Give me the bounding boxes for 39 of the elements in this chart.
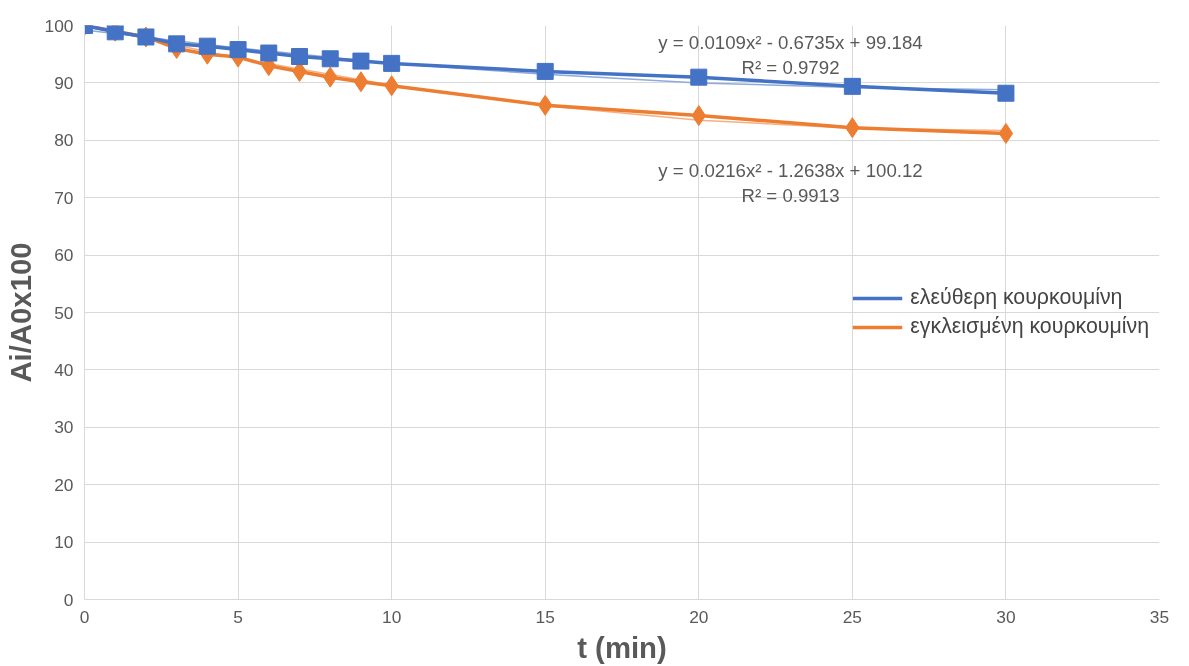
point <box>229 41 247 59</box>
point <box>998 122 1014 144</box>
annotation: y = 0.0216x² - 1.2638x + 100.12 R² = 0.9913 <box>658 159 923 206</box>
x-axis-title: t (min) <box>577 630 667 664</box>
point <box>383 54 401 72</box>
y-tick-label: 40 <box>54 359 74 380</box>
y-axis-title: Ai/A0x100 <box>3 242 37 383</box>
legend-label: εγκλεισμένη κουρκουμίνη <box>910 314 1149 339</box>
point <box>198 37 216 55</box>
legend-label: ελεύθερη κουρκουμίνη <box>910 285 1123 310</box>
y-tick-label: 100 <box>44 15 74 36</box>
x-tick-label: 35 <box>1149 606 1170 627</box>
y-tick-label: 60 <box>54 245 74 266</box>
point <box>352 52 370 70</box>
x-tick-label: 25 <box>842 606 862 627</box>
point <box>321 50 339 68</box>
x-tick-label: 10 <box>382 606 402 627</box>
y-tick-label: 90 <box>54 72 74 93</box>
point <box>843 77 861 95</box>
x-tick-label: 20 <box>689 606 709 627</box>
point <box>353 71 369 93</box>
point <box>690 68 708 86</box>
y-tick-label: 50 <box>54 302 74 323</box>
point <box>168 35 186 53</box>
x-tick-label: 5 <box>233 606 243 627</box>
y-tick-label: 0 <box>63 589 74 610</box>
y-tick-label: 80 <box>54 130 74 151</box>
y-tick-label: 30 <box>54 417 74 438</box>
y-tick-label: 70 <box>54 187 74 208</box>
x-tick-label: 0 <box>79 606 90 627</box>
annotation: y = 0.0109x² - 0.6735x + 99.184 R² = 0.9792 <box>658 31 923 78</box>
y-tick-label: 20 <box>54 474 74 495</box>
x-tick-label: 30 <box>996 606 1016 627</box>
point <box>291 48 308 65</box>
point <box>997 84 1015 102</box>
y-tick-label: 10 <box>54 532 74 553</box>
x-tick-label: 15 <box>535 606 555 627</box>
point <box>536 62 554 80</box>
point <box>260 44 278 62</box>
